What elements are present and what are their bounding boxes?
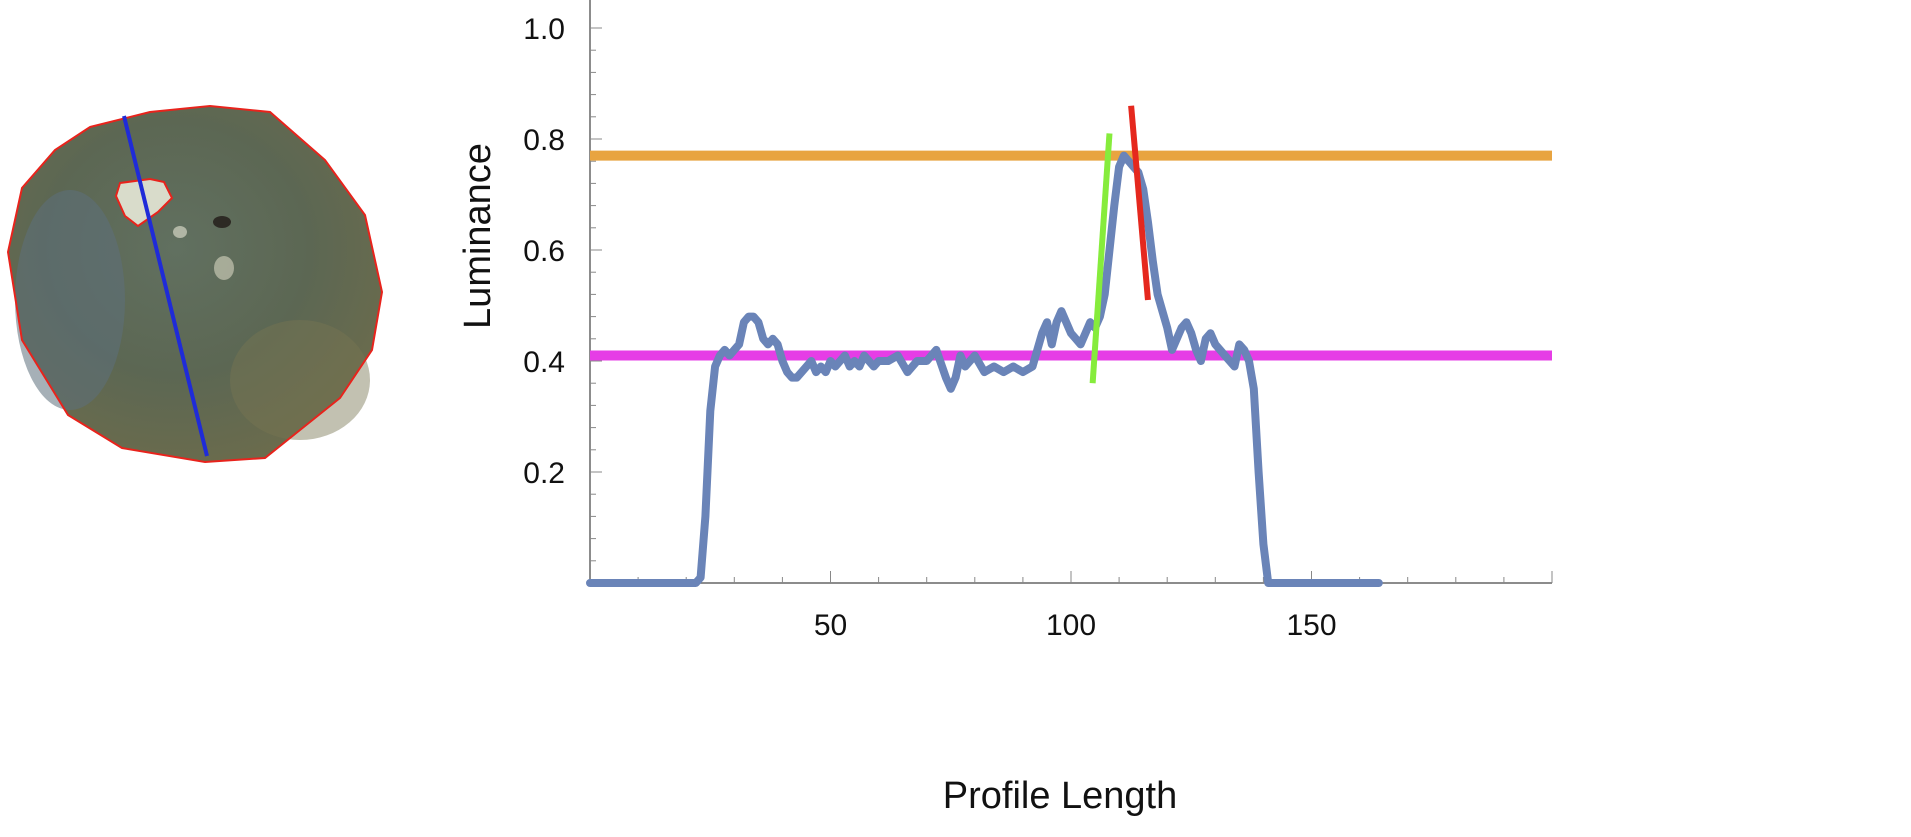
luminance-series-0 (586, 151, 1383, 587)
tick-labels: 0.2 0.4 0.6 0.8 1.0 50 100 150 (523, 13, 1336, 642)
y-tick-label: 1.0 (523, 13, 565, 46)
x-tick-label: 100 (1046, 609, 1096, 642)
y-tick-label: 0.8 (523, 124, 565, 157)
axes (589, 0, 1553, 584)
tangent-line-1 (1128, 105, 1151, 301)
y-tick-label: 0.6 (523, 235, 565, 268)
y-tick-label: 0.4 (523, 346, 565, 379)
bright-spot-outline (114, 177, 174, 228)
disc-spot-light-2 (173, 226, 187, 238)
disc-outline (6, 104, 384, 464)
x-tick-label: 150 (1286, 609, 1336, 642)
y-tick-label: 0.2 (523, 457, 565, 490)
disc-spot-light-1 (214, 256, 234, 280)
tangent-lines (1089, 105, 1151, 384)
disc-shadow-right (230, 320, 370, 440)
series-layer (586, 151, 1383, 587)
disc-spot-dark (213, 216, 231, 228)
disc-thumbnail (6, 104, 384, 464)
tangent-line-0 (1089, 133, 1113, 384)
disc-shadow-left (15, 190, 125, 410)
y-axis-label: Luminance (457, 143, 499, 329)
reference-lines (590, 150, 1552, 361)
x-axis-label: Profile Length (943, 775, 1178, 817)
profile-line (122, 115, 209, 457)
x-tick-label: 50 (814, 609, 847, 642)
